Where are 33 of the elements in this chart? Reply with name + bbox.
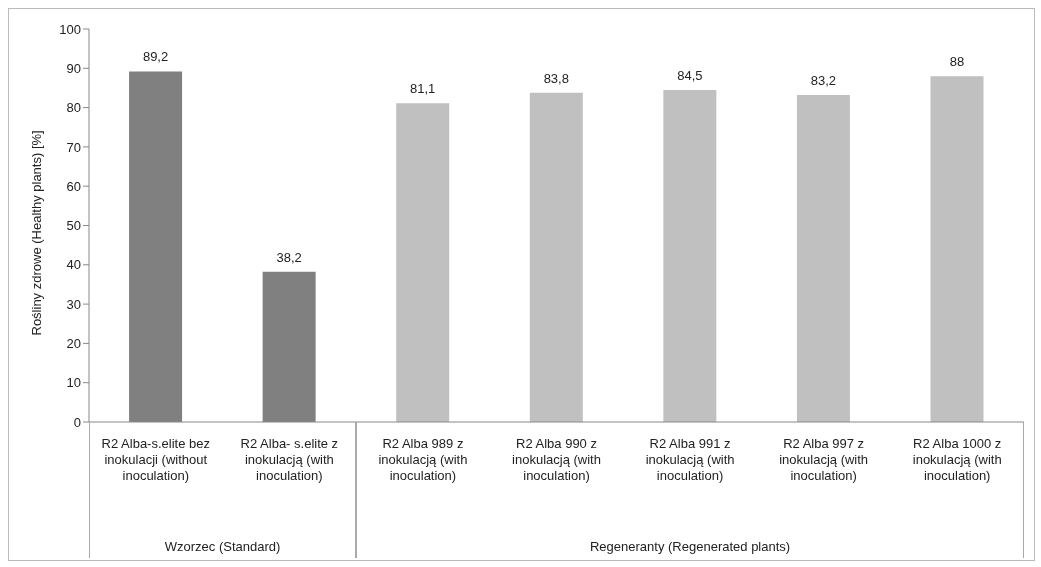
bar <box>529 92 583 422</box>
bar <box>663 89 717 422</box>
bar <box>396 103 450 422</box>
y-tick-label: 0 <box>73 414 81 430</box>
y-tick-label: 20 <box>66 336 81 352</box>
y-tick-label: 50 <box>66 218 81 234</box>
text: Wzorzec (Standard) <box>164 539 281 554</box>
y-tick-label: 100 <box>59 21 81 37</box>
x-tick-label: R2 Alba 1000 z inokulacją (with inoculation) <box>912 436 1002 483</box>
data-label: 88 <box>949 54 965 70</box>
text: Regeneranty (Regenerated plants) <box>589 539 791 554</box>
y-tick-label: 90 <box>66 60 81 76</box>
y-tick-label: 80 <box>66 100 81 116</box>
x-tick-label: R2 Alba 997 z inokulacją (with inoculation) <box>779 436 869 483</box>
data-label: 83,2 <box>810 73 837 89</box>
bar <box>930 76 984 422</box>
data-label: 89,2 <box>142 49 169 65</box>
x-tick-label: R2 Alba 991 z inokulacją (with inoculation) <box>645 436 735 483</box>
data-label: 81,1 <box>410 81 436 97</box>
y-tick-label: 30 <box>66 296 81 312</box>
y-tick-label: 10 <box>66 375 81 391</box>
data-label: 38,2 <box>276 249 302 265</box>
data-label: 83,8 <box>543 70 569 86</box>
y-tick-label: 40 <box>66 257 81 273</box>
bar <box>796 95 850 422</box>
x-tick-label: R2 Alba- s.elite z inokulacją (with inoculation) <box>240 436 339 483</box>
data-label: 84,5 <box>677 67 703 83</box>
y-tick-label: 70 <box>66 139 81 155</box>
y-axis-title: Rośliny zdrowe (Healthy plants) [%] <box>28 130 44 336</box>
x-tick-label: R2 Alba 989 z inokulacją (with inoculation) <box>378 436 468 483</box>
x-tick-label: R2 Alba 990 z inokulacją (with inoculation) <box>512 436 601 483</box>
x-tick-label: R2 Alba-s.elite bez inokulacji (without inoculation) <box>101 436 210 483</box>
y-tick-label: 60 <box>66 178 81 194</box>
